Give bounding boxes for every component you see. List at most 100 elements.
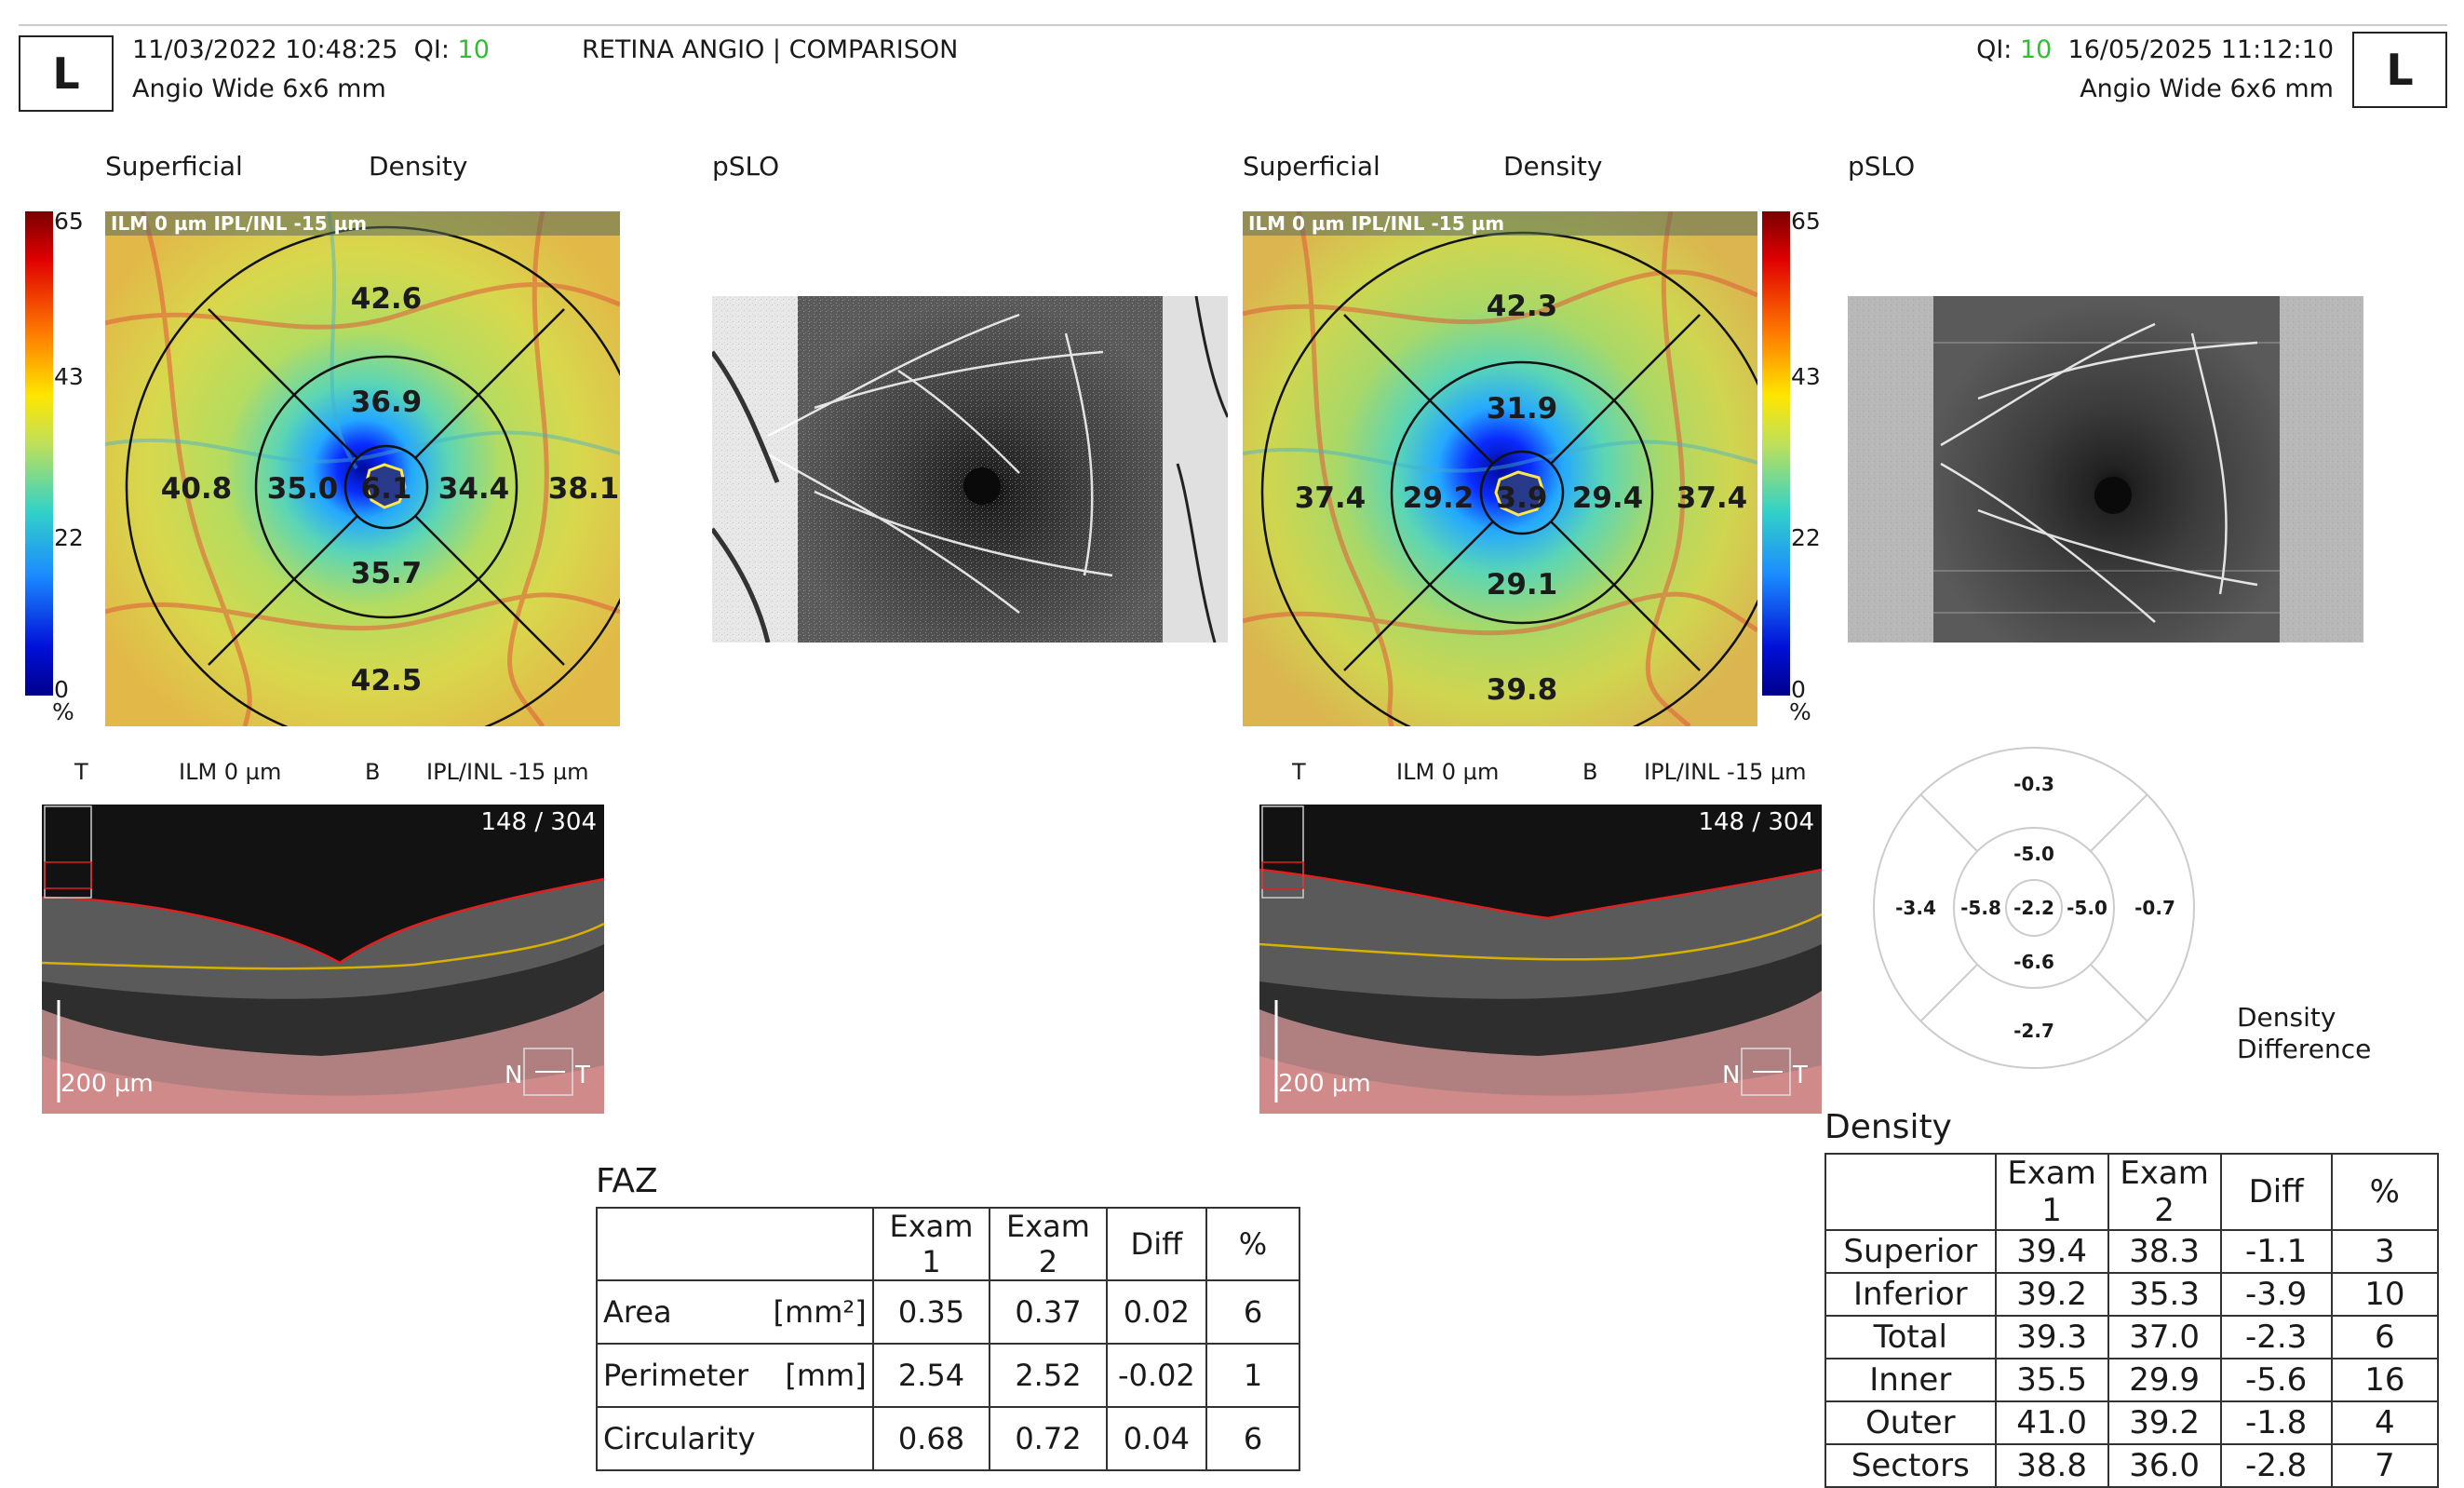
density-colorbar-1 [25, 211, 53, 696]
sector-inner-temporal: 29.2 [1403, 481, 1474, 515]
faz-header-exam1: Exam 1 [871, 1207, 991, 1281]
density-cell: -2.8 [2219, 1443, 2333, 1488]
colorbar-tick-max: 65 [1791, 208, 1821, 235]
oct-bscan-exam2[interactable]: 148 / 304 200 µm N T [1259, 805, 1822, 1114]
exam2-datetime: QI: 10 16/05/2025 11:12:10 [1976, 35, 2334, 64]
bscan-scale: 200 µm [1278, 1070, 1371, 1098]
density-cell: 3 [2330, 1229, 2440, 1274]
bscan-label-b: B [365, 759, 381, 785]
density-table: Exam 1 Exam 2 Diff % Superior 39.4 38.3 … [1824, 1153, 2440, 1488]
faz-header-exam2: Exam 2 [989, 1207, 1108, 1281]
density-header-row: Exam 1 Exam 2 Diff % [1824, 1153, 2440, 1231]
sector-outer-nasal: 38.1 [548, 472, 620, 506]
label-density-1: Density [369, 151, 468, 182]
density-cell: 35.5 [1994, 1358, 2109, 1402]
sector-inner-temporal: 35.0 [267, 472, 339, 506]
eye-letter: L [2386, 45, 2414, 95]
bscan-label-ilm: ILM 0 µm [179, 759, 282, 785]
faz-table: Exam 1 Exam 2 Diff % Area [mm²] 0.35 0.37… [596, 1207, 1301, 1471]
diff-outer-nasal: -0.7 [2134, 897, 2175, 919]
density-difference-title: Density Difference [2237, 1002, 2371, 1065]
colorbar-tick-43: 43 [1791, 363, 1821, 390]
bscan-label-b: B [1582, 759, 1598, 785]
density-cell: -3.9 [2219, 1272, 2333, 1317]
exam1-datetime: 11/03/2022 10:48:25 QI: 10 [132, 35, 490, 64]
pslo-image-exam2[interactable] [1848, 296, 2363, 643]
faz-row-unit: [mm] [785, 1358, 867, 1393]
density-row-label: Outer [1824, 1400, 1997, 1445]
faz-cell: 1 [1205, 1343, 1301, 1408]
exam1-date: 11/03/2022 10:48:25 [132, 35, 398, 64]
label-density-2: Density [1503, 151, 1603, 182]
pslo-graphic [712, 296, 1228, 643]
density-map-exam2[interactable]: 42.3 31.9 37.4 29.2 3.9 29.4 37.4 29.1 3… [1243, 211, 1757, 726]
diff-inner-temporal: -5.8 [1960, 897, 2001, 919]
density-row-label: Sectors [1824, 1443, 1997, 1488]
oct-bscan-exam1[interactable]: 148 / 304 200 µm N T [42, 805, 604, 1114]
density-cell: 37.0 [2107, 1315, 2222, 1359]
sector-outer-nasal: 37.4 [1676, 481, 1748, 515]
faz-cell: 6 [1205, 1279, 1301, 1345]
label-superficial-1: Superficial [105, 151, 243, 182]
pslo-image-exam1[interactable] [712, 296, 1228, 643]
density-row-label: Inner [1824, 1358, 1997, 1402]
density-cell: 6 [2330, 1315, 2440, 1359]
faz-title: FAZ [596, 1162, 658, 1200]
density-cell: 38.3 [2107, 1229, 2222, 1274]
density-row-inner: Inner 35.5 29.9 -5.6 16 [1824, 1358, 2440, 1402]
sector-outer-superior: 42.6 [351, 282, 423, 316]
exam1-qi-label: QI: [413, 35, 450, 64]
density-cell: 4 [2330, 1400, 2440, 1445]
label-pslo-1: pSLO [712, 151, 780, 182]
faz-row-perimeter: Perimeter [mm] 2.54 2.52 -0.02 1 [596, 1343, 1301, 1408]
density-header-exam2: Exam 2 [2107, 1153, 2222, 1231]
sector-inner-nasal: 34.4 [438, 472, 510, 506]
sector-center: 6.1 [361, 472, 412, 506]
colorbar-unit: % [52, 698, 74, 725]
density-cell: 38.8 [1994, 1443, 2109, 1488]
density-cell: 16 [2330, 1358, 2440, 1402]
faz-cell: 6 [1205, 1406, 1301, 1471]
colorbar-tick-22: 22 [1791, 524, 1821, 551]
header-divider [19, 24, 2447, 26]
diff-outer-inferior: -2.7 [2013, 1020, 2054, 1042]
density-row-sectors: Sectors 38.8 36.0 -2.8 7 [1824, 1443, 2440, 1488]
bscan-label-ipl: IPL/INL -15 µm [426, 759, 589, 785]
density-header-percent: % [2330, 1153, 2440, 1231]
faz-row-name: Circularity [603, 1421, 756, 1456]
faz-row-label: Circularity [596, 1406, 874, 1471]
faz-cell: 0.72 [989, 1406, 1108, 1471]
colorbar-tick-22: 22 [54, 524, 84, 551]
faz-header-diff: Diff [1105, 1207, 1207, 1281]
sector-outer-temporal: 40.8 [161, 472, 233, 506]
bscan-direction-n: N [1722, 1062, 1741, 1089]
sector-inner-nasal: 29.4 [1572, 481, 1644, 515]
density-row-label: Total [1824, 1315, 1997, 1359]
eye-indicator-left: L [19, 35, 114, 112]
exam2-scan-type: Angio Wide 6x6 mm [2080, 74, 2334, 103]
sector-inner-superior: 31.9 [1487, 392, 1558, 426]
density-row-label: Inferior [1824, 1272, 1997, 1317]
sector-inner-inferior: 29.1 [1487, 568, 1558, 602]
faz-header-row: Exam 1 Exam 2 Diff % [596, 1207, 1301, 1281]
faz-row-label: Perimeter [mm] [596, 1343, 874, 1408]
density-cell: 39.3 [1994, 1315, 2109, 1359]
sector-inner-inferior: 35.7 [351, 557, 423, 590]
density-cell: 10 [2330, 1272, 2440, 1317]
faz-header-percent: % [1205, 1207, 1301, 1281]
density-cell: -1.8 [2219, 1400, 2333, 1445]
colorbar-tick-43: 43 [54, 363, 84, 390]
sector-inner-superior: 36.9 [351, 386, 423, 419]
faz-row-name: Perimeter [603, 1358, 749, 1393]
density-cell: -2.3 [2219, 1315, 2333, 1359]
faz-cell: 0.68 [871, 1406, 991, 1471]
diff-outer-temporal: -3.4 [1895, 897, 1936, 919]
colorbar-tick-max: 65 [54, 208, 84, 235]
segmentation-strip: ILM 0 µm IPL/INL -15 µm [105, 211, 620, 236]
report-title: RETINA ANGIO | COMPARISON [582, 35, 959, 64]
diff-inner-superior: -5.0 [2013, 843, 2054, 865]
diff-outer-superior: -0.3 [2013, 773, 2054, 795]
faz-cell: 0.04 [1105, 1406, 1207, 1471]
density-map-exam1[interactable]: 42.6 36.9 40.8 35.0 6.1 34.4 38.1 35.7 4… [105, 211, 620, 726]
exam1-scan-type: Angio Wide 6x6 mm [132, 74, 386, 103]
